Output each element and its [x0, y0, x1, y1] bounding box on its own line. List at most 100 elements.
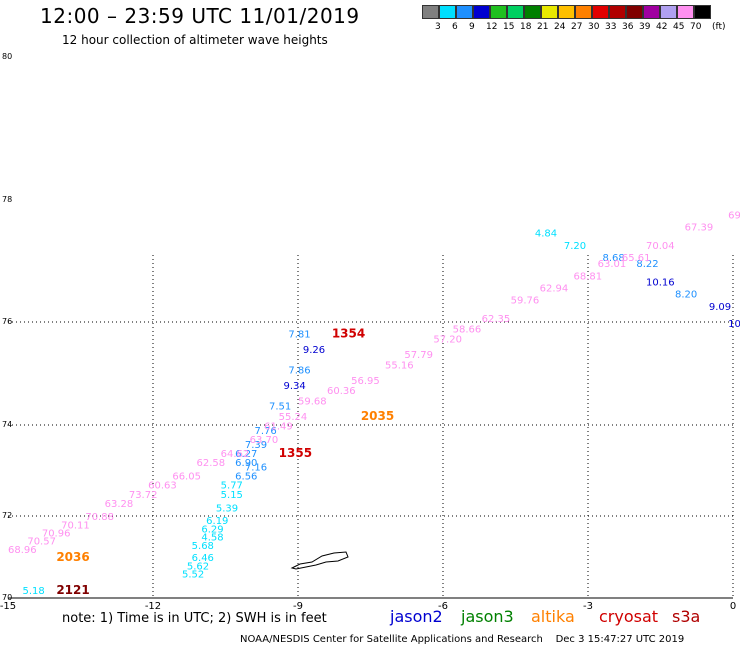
wave-height-label: 9.09: [709, 302, 731, 313]
wave-height-label: 62.58: [197, 458, 226, 469]
wave-height-label: 6.19: [206, 516, 228, 527]
legend-swatch: [541, 5, 558, 19]
legend-label: 24: [554, 22, 566, 32]
wave-height-label: 61.49: [264, 422, 293, 433]
wave-height-label: 7.16: [245, 463, 267, 474]
wave-height-label: 63.01: [598, 259, 627, 270]
legend-label: 21: [537, 22, 549, 32]
credit-text: NOAA/NESDIS Center for Satellite Applica…: [240, 634, 543, 645]
wave-height-label: 64.62: [221, 449, 250, 460]
wave-height-label: 55.24: [279, 412, 308, 423]
legend-label: 33: [605, 22, 617, 32]
legend-swatch: [439, 5, 456, 19]
mission-label: cryosat: [599, 607, 659, 626]
pass-time-label: 2035: [361, 409, 394, 423]
wave-height-label: 10: [728, 319, 740, 330]
note-text: note: 1) Time is in UTC; 2) SWH is in fe…: [62, 611, 327, 626]
wave-height-label: 68.81: [574, 271, 603, 282]
wave-height-label: 58.66: [453, 324, 482, 335]
wave-height-label: 4.84: [535, 229, 557, 240]
y-tick-label: 74: [2, 420, 13, 429]
credit-line: NOAA/NESDIS Center for Satellite Applica…: [240, 634, 684, 645]
legend-swatch: [490, 5, 507, 19]
wave-height-label: 68.96: [8, 545, 37, 556]
jan-mayen-island-outline: [290, 551, 349, 570]
legend-label: 15: [503, 22, 515, 32]
legend-label: 3: [435, 22, 441, 32]
x-tick-label: -12: [144, 601, 162, 612]
wave-height-label: 8.68: [603, 253, 625, 264]
x-tick-label: -15: [0, 601, 17, 612]
legend-label: 18: [520, 22, 532, 32]
pass-time-label: 1355: [279, 446, 312, 460]
legend-swatch: [524, 5, 541, 19]
wave-height-label: 56.95: [351, 376, 380, 387]
wave-height-label: 59.68: [298, 396, 327, 407]
mission-label: jason3: [461, 607, 514, 626]
legend-swatch: [507, 5, 524, 19]
wave-height-label: 7.76: [255, 426, 277, 437]
wave-height-label: 10.16: [646, 277, 675, 288]
y-tick-label: 76: [2, 317, 13, 326]
wave-height-label: 60.63: [148, 481, 177, 492]
wave-height-label: 5.18: [23, 586, 45, 597]
wave-height-label: 65.61: [622, 253, 651, 264]
mission-label: altika: [531, 607, 575, 626]
mission-label: jason2: [390, 607, 443, 626]
wave-height-label: 6.56: [235, 472, 257, 483]
wave-height-label: 7.51: [269, 402, 291, 413]
legend-label: 12: [486, 22, 498, 32]
wave-height-label: 6.46: [192, 553, 214, 564]
wave-height-label: 70.96: [42, 529, 71, 540]
legend-label: 30: [588, 22, 600, 32]
wave-height-label: 73.72: [129, 490, 158, 501]
x-tick-label: -9: [293, 601, 303, 612]
wave-height-label: 5.39: [216, 503, 238, 514]
wave-height-label: 69: [728, 210, 740, 221]
y-tick-label: 72: [2, 511, 13, 520]
page-subtitle: 12 hour collection of altimeter wave hei…: [62, 33, 328, 47]
legend-swatch: [694, 5, 711, 19]
pass-time-label: 2121: [56, 583, 89, 597]
wave-height-label: 5.77: [221, 481, 243, 492]
wave-height-label: 62.94: [540, 284, 569, 295]
wave-height-label: 5.52: [182, 570, 204, 581]
wave-height-label: 57.79: [404, 350, 433, 361]
legend-swatch: [592, 5, 609, 19]
legend-unit: (ft): [712, 22, 726, 32]
wave-height-label: 60.36: [327, 386, 356, 397]
pass-time-label: 1354: [332, 326, 365, 340]
legend-swatch: [643, 5, 660, 19]
wave-height-label: 63.70: [250, 435, 279, 446]
legend-label: 6: [452, 22, 458, 32]
y-tick-label: 80: [2, 52, 13, 61]
legend-swatch: [660, 5, 677, 19]
legend-label: 45: [673, 22, 685, 32]
legend-swatch: [456, 5, 473, 19]
wave-height-label: 70.57: [27, 537, 56, 548]
x-tick-label: 0: [729, 601, 737, 612]
wave-height-label: 57.20: [433, 335, 462, 346]
legend-label: 39: [639, 22, 651, 32]
legend-swatch: [609, 5, 626, 19]
legend-swatch: [558, 5, 575, 19]
color-legend: [422, 5, 711, 19]
color-legend-labels: 3 6 9 12 15 18 21 24 27 30 33 36 39 42 45 70 (ft): [422, 22, 740, 34]
wave-height-label: 62.35: [482, 314, 511, 325]
pass-time-label: 2036: [56, 550, 89, 564]
legend-swatch: [575, 5, 592, 19]
wave-height-label: 66.05: [172, 472, 201, 483]
y-tick-label: 78: [2, 195, 13, 204]
wave-height-label: 59.76: [511, 296, 540, 307]
x-tick-label: -6: [438, 601, 448, 612]
wave-height-label: 6.29: [201, 524, 223, 535]
wave-height-label: 6.27: [235, 449, 257, 460]
page-title: 12:00 – 23:59 UTC 11/01/2019: [40, 4, 360, 28]
wave-height-label: 70.11: [61, 520, 90, 531]
wave-height-label: 67.39: [685, 223, 714, 234]
legend-label: 42: [656, 22, 668, 32]
wave-height-label: 7.39: [245, 440, 267, 451]
wave-height-label: 70.88: [85, 512, 114, 523]
wave-height-label: 5.68: [192, 541, 214, 552]
